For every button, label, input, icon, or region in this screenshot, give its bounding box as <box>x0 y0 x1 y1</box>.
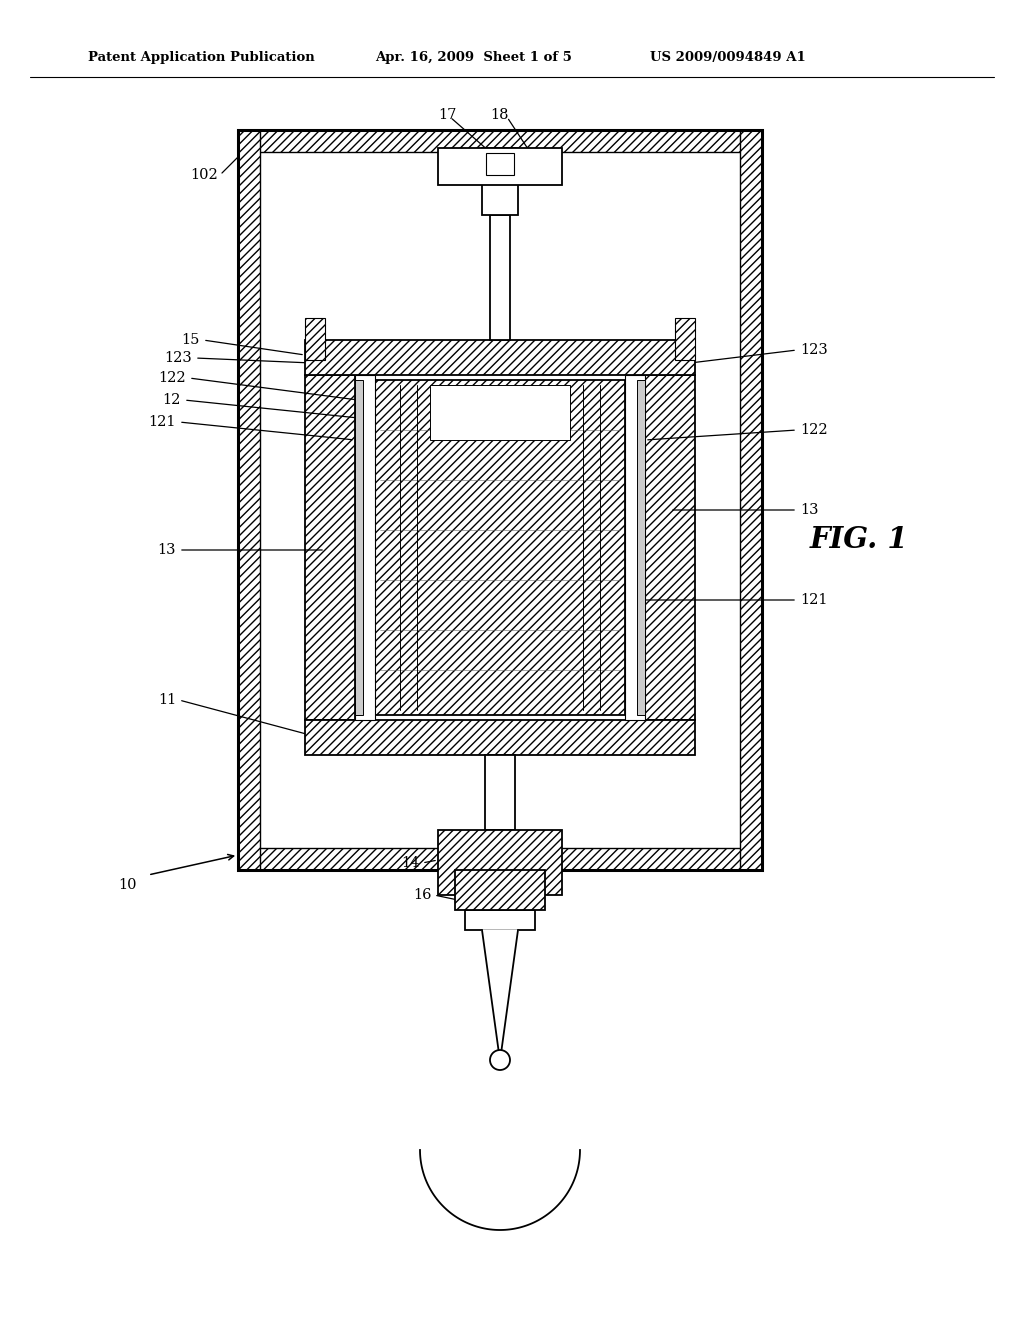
Bar <box>355 380 362 715</box>
Bar <box>486 153 514 176</box>
Bar <box>305 318 325 360</box>
Bar <box>238 129 260 870</box>
Bar <box>465 909 535 931</box>
Text: 122: 122 <box>800 422 827 437</box>
Bar <box>375 380 625 715</box>
Bar <box>305 375 355 719</box>
Bar <box>305 719 695 755</box>
Text: 13: 13 <box>158 543 176 557</box>
Bar <box>430 385 570 440</box>
Bar <box>238 129 762 152</box>
Text: FIG. 1: FIG. 1 <box>810 525 908 554</box>
Bar <box>305 341 695 375</box>
Text: Apr. 16, 2009  Sheet 1 of 5: Apr. 16, 2009 Sheet 1 of 5 <box>375 50 571 63</box>
Bar <box>355 375 375 719</box>
Bar <box>490 215 510 341</box>
Text: 121: 121 <box>148 414 176 429</box>
Text: US 2009/0094849 A1: US 2009/0094849 A1 <box>650 50 806 63</box>
Bar <box>238 129 762 870</box>
Text: 123: 123 <box>164 351 193 366</box>
Text: 11: 11 <box>158 693 176 708</box>
Text: 102: 102 <box>190 168 218 182</box>
Bar <box>438 148 562 185</box>
Bar <box>637 380 645 715</box>
Bar <box>482 148 518 215</box>
Bar <box>238 847 762 870</box>
Text: 17: 17 <box>438 108 456 121</box>
Text: 15: 15 <box>181 333 200 347</box>
Bar <box>675 318 695 360</box>
Text: 12: 12 <box>163 393 181 407</box>
Text: 123: 123 <box>800 343 827 356</box>
Text: 10: 10 <box>119 878 137 892</box>
Bar <box>455 870 545 909</box>
Polygon shape <box>482 931 518 1049</box>
Text: 18: 18 <box>490 108 509 121</box>
Bar <box>438 830 562 895</box>
Text: 16: 16 <box>414 888 432 902</box>
Text: 121: 121 <box>800 593 827 607</box>
Text: 122: 122 <box>159 371 186 385</box>
Bar <box>485 755 515 830</box>
Text: Patent Application Publication: Patent Application Publication <box>88 50 314 63</box>
Bar <box>625 375 645 719</box>
Text: 13: 13 <box>800 503 818 517</box>
Bar <box>645 375 695 719</box>
Bar <box>740 129 762 870</box>
Text: 14: 14 <box>401 855 420 870</box>
Circle shape <box>490 1049 510 1071</box>
